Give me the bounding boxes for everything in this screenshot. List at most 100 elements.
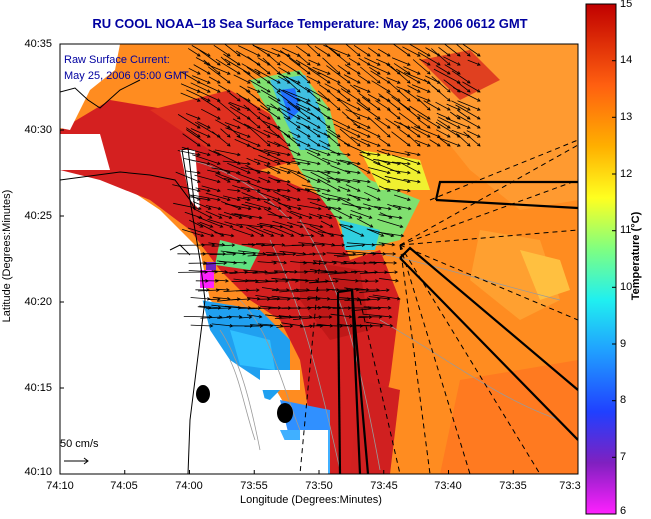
current-vector — [349, 213, 362, 219]
current-vector — [279, 50, 301, 66]
current-vector-head — [346, 188, 351, 192]
current-vector-head — [366, 170, 371, 174]
current-vector — [267, 53, 281, 66]
current-vector — [295, 59, 321, 75]
current-vector — [349, 84, 361, 93]
current-vector-head — [317, 98, 321, 102]
current-vector — [271, 277, 299, 282]
current-vector — [419, 100, 431, 111]
current-vector — [364, 191, 381, 201]
current-vector — [297, 204, 321, 210]
current-vector — [278, 66, 291, 75]
current-vector — [305, 86, 331, 102]
current-vector — [386, 91, 401, 102]
current-vector — [226, 252, 256, 255]
current-vector-head — [306, 116, 311, 120]
current-vector-head — [316, 71, 321, 75]
current-vector-head — [246, 80, 251, 84]
current-vector-head — [337, 206, 342, 211]
current-vector-head — [466, 89, 471, 93]
current-vector — [267, 213, 292, 219]
current-vector — [302, 169, 331, 174]
current-vector — [207, 169, 221, 174]
current-vector-head — [416, 71, 421, 75]
colorbar-tick-label: 8 — [620, 394, 627, 406]
current-vector-head — [326, 296, 331, 301]
current-vector — [243, 269, 268, 273]
current-vector — [298, 242, 325, 246]
current-vector-head — [377, 98, 381, 102]
current-vector — [195, 187, 211, 192]
current-vector — [281, 322, 303, 327]
current-vector — [224, 58, 251, 75]
current-vector-head — [247, 161, 251, 166]
current-vector — [327, 128, 341, 138]
current-vector-head — [246, 170, 251, 174]
current-vector — [371, 80, 391, 93]
current-vector-head — [427, 107, 431, 111]
current-vector — [233, 74, 251, 84]
current-vector — [203, 262, 227, 265]
current-vector-head — [270, 233, 275, 237]
current-vector — [229, 106, 251, 120]
current-vector — [236, 92, 261, 111]
current-vector — [362, 203, 382, 210]
current-vector — [372, 173, 391, 183]
current-vector — [187, 227, 214, 237]
current-vector-head — [258, 314, 263, 319]
current-vector-head — [316, 62, 321, 66]
current-vector — [263, 149, 291, 156]
current-vector-head — [316, 179, 321, 183]
current-vector — [271, 226, 294, 237]
current-vector-head — [426, 116, 431, 120]
current-vector — [265, 252, 286, 255]
current-vector — [384, 175, 411, 183]
current-vector — [258, 177, 271, 183]
current-vector-head — [391, 242, 396, 247]
current-vector — [282, 194, 301, 201]
current-vector — [189, 196, 211, 201]
current-vector-head — [326, 80, 331, 84]
current-vector — [320, 220, 333, 228]
current-vector-head — [416, 80, 421, 84]
current-vector-head — [226, 179, 231, 183]
current-vector — [310, 171, 331, 183]
current-vector-head — [476, 116, 481, 120]
station-marker — [196, 385, 210, 403]
current-vector — [304, 188, 331, 201]
current-vector-head — [396, 98, 401, 102]
current-vector — [261, 244, 275, 247]
current-vector-head — [297, 206, 302, 211]
current-vector — [295, 128, 311, 138]
current-vector — [218, 84, 231, 93]
current-vector-head — [286, 152, 291, 157]
current-vector — [210, 163, 231, 174]
current-vector — [278, 203, 301, 210]
current-vector-head — [230, 233, 235, 238]
current-vector — [201, 108, 221, 120]
current-vector-head — [366, 89, 371, 93]
current-vector-head — [326, 152, 331, 156]
current-vector — [353, 84, 371, 93]
current-vector-head — [287, 179, 291, 184]
current-vector-head — [246, 116, 251, 120]
current-vector — [408, 44, 431, 57]
current-vector-head — [267, 107, 271, 111]
current-vector — [456, 133, 471, 147]
current-vector-head — [327, 143, 331, 147]
current-vector — [396, 86, 411, 93]
current-vector — [444, 64, 461, 75]
current-vector — [260, 89, 281, 102]
current-vector — [462, 81, 481, 93]
current-vector — [211, 167, 241, 174]
current-vector — [369, 252, 396, 255]
current-vector — [279, 73, 301, 93]
current-vector — [317, 231, 344, 237]
current-vector — [376, 150, 391, 156]
current-vector — [357, 100, 371, 111]
current-vector-head — [317, 306, 322, 310]
current-vector-head — [256, 53, 261, 57]
current-vector-head — [369, 224, 374, 228]
current-vector-head — [307, 80, 311, 84]
x-axis-title: Longitude (Degrees:Minutes) — [240, 494, 382, 506]
